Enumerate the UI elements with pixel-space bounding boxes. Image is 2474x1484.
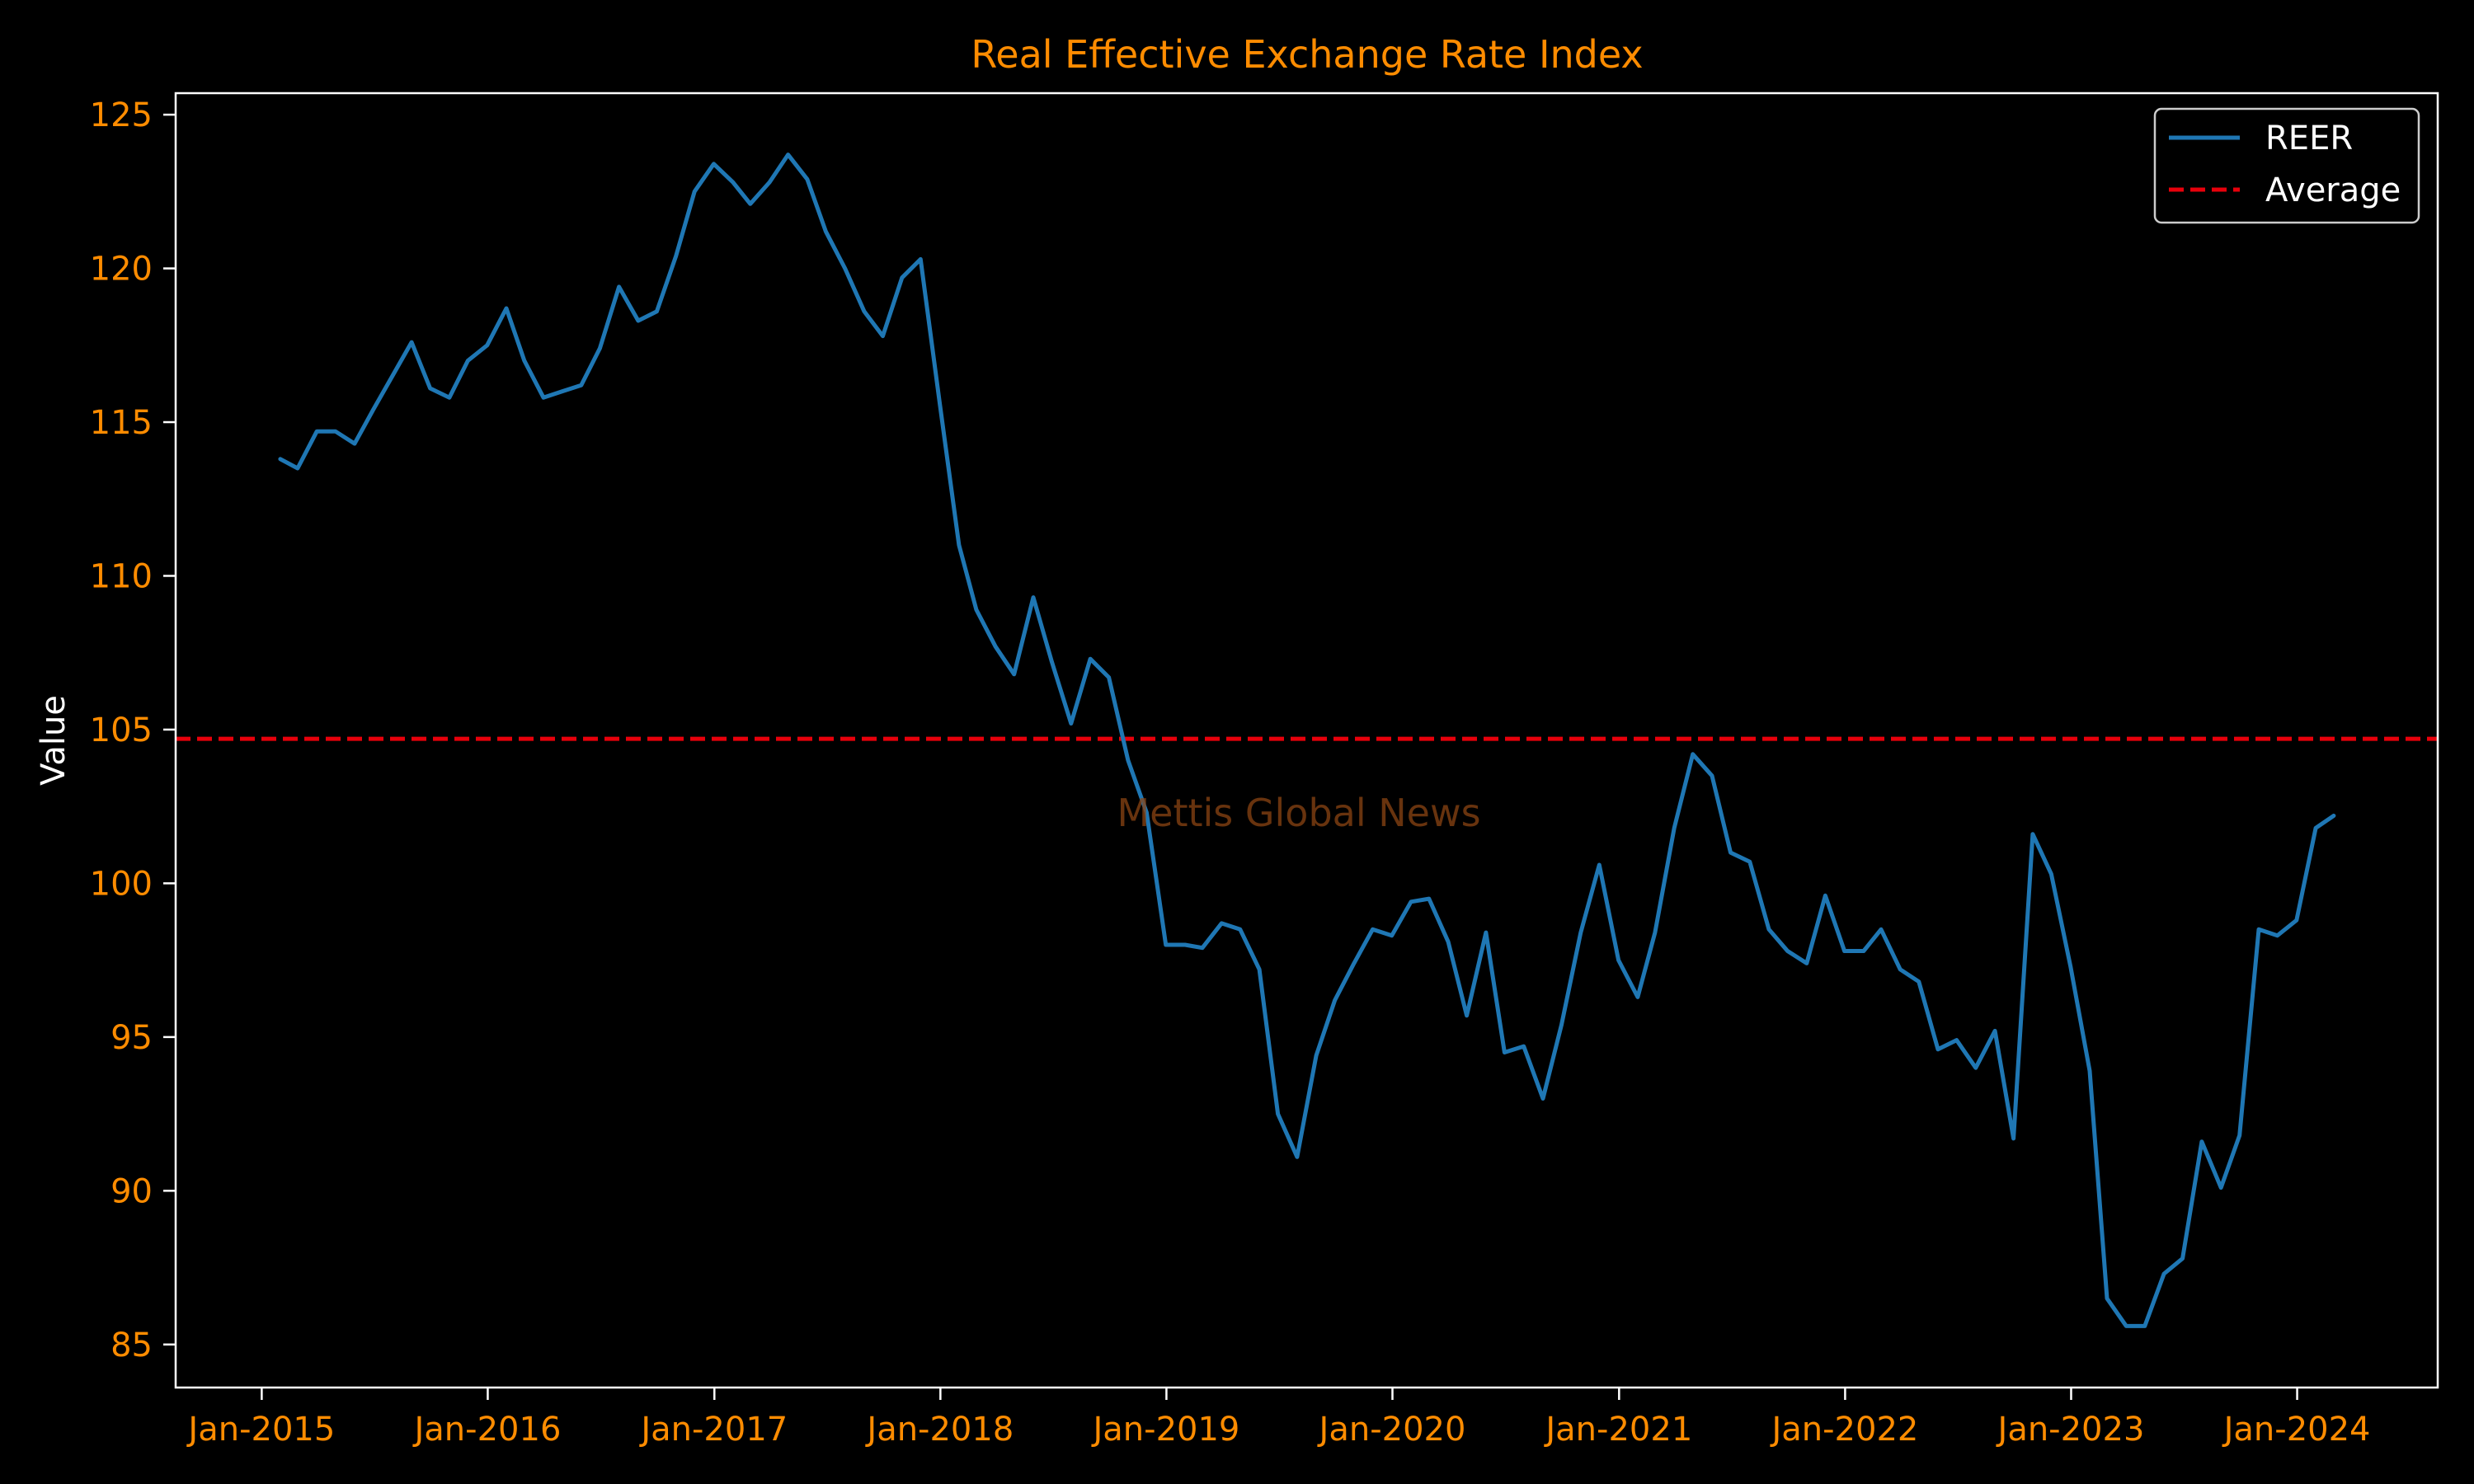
reer-line: [278, 153, 2336, 1328]
y-tick-label: 120: [90, 251, 153, 289]
legend-average-label: Average: [2265, 171, 2401, 209]
plot-area: [174, 92, 2439, 1389]
x-axis: Jan-2015 Jan-2016 Jan-2017 Jan-2018 Jan-2019…: [186, 1388, 2370, 1449]
y-tick-label: 105: [90, 711, 153, 749]
x-tick-label: Jan-2023: [1996, 1411, 2145, 1449]
y-axis-label: Value: [35, 695, 73, 786]
y-tick-label: 110: [90, 557, 153, 595]
x-tick-label: Jan-2021: [1543, 1411, 1692, 1449]
chart-title: Real Effective Exchange Rate Index: [971, 32, 1643, 77]
series-layer: [278, 153, 2336, 1328]
plot-frame: [174, 92, 2439, 1389]
y-tick-label: 90: [111, 1172, 153, 1210]
x-tick-label: Jan-2015: [186, 1411, 335, 1449]
y-tick-label: 95: [111, 1019, 153, 1057]
x-tick-label: Jan-2024: [2222, 1411, 2371, 1449]
y-tick-label: 125: [90, 96, 153, 134]
y-tick-label: 115: [90, 404, 153, 442]
watermark: Mettis Global News: [1117, 791, 1480, 835]
y-axis: 85 90 95 100 105 110 115 120 125: [90, 96, 176, 1364]
x-tick-label: Jan-2018: [864, 1411, 1014, 1449]
x-tick-label: Jan-2019: [1090, 1411, 1239, 1449]
legend: REER Average: [2153, 107, 2420, 224]
legend-reer-label: REER: [2265, 120, 2353, 157]
y-tick-label: 100: [90, 865, 153, 903]
y-tick-label: 85: [111, 1327, 153, 1364]
x-tick-label: Jan-2017: [638, 1411, 788, 1449]
x-tick-label: Jan-2016: [412, 1411, 562, 1449]
x-tick-label: Jan-2022: [1769, 1411, 1918, 1449]
x-tick-label: Jan-2020: [1317, 1411, 1466, 1449]
